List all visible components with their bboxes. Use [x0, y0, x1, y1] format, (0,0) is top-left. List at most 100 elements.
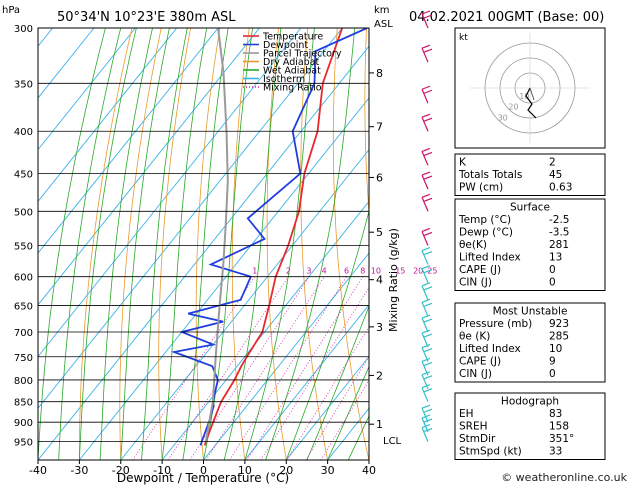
wind-barb-shaft	[421, 302, 429, 317]
wind-barb	[421, 298, 433, 317]
x-tick-label: -40	[29, 464, 47, 477]
wind-barb-flag	[423, 408, 433, 413]
pressure-tick-label: 650	[14, 301, 33, 312]
wind-barb-flag	[423, 175, 433, 180]
wind-barb-flag	[421, 171, 431, 176]
wind-barb	[421, 314, 433, 333]
table-row-label: Totals Totals	[458, 169, 522, 181]
copyright-footer: © weatheronline.co.uk	[501, 471, 627, 484]
isotherm-line	[38, 28, 260, 306]
pressure-tick-label: 700	[14, 328, 33, 339]
table-row-label: Temp (°C)	[458, 214, 511, 226]
pressure-tick-label: 900	[14, 418, 33, 429]
table-row-value: 281	[549, 239, 569, 251]
x-tick-label: -20	[112, 464, 130, 477]
wind-barb-flag	[421, 282, 431, 287]
table-row-value: 158	[549, 421, 569, 433]
wind-barb-shaft	[421, 285, 429, 301]
isotherm-line	[38, 45, 369, 460]
wind-barb	[421, 343, 433, 362]
table-row-value: 0	[549, 264, 556, 276]
hodograph-trace	[525, 87, 537, 119]
legend-entry: Dry Adiabat	[263, 57, 320, 68]
wind-barb-shaft	[421, 89, 429, 104]
wind-barb	[421, 44, 433, 63]
pressure-tick-label: 600	[14, 273, 33, 284]
table-frame	[454, 392, 606, 460]
wind-barb-flag	[421, 10, 431, 15]
wind-barb	[421, 113, 433, 132]
wind-barb	[421, 147, 433, 166]
table-row-value: 45	[549, 169, 562, 181]
table-row-label: SREH	[459, 421, 488, 433]
table-row-label: CIN (J)	[459, 277, 492, 289]
table-row-label: CAPE (J)	[459, 356, 501, 368]
wind-barb-flag	[423, 231, 433, 237]
pressure-tick-label: 300	[14, 24, 33, 35]
chart-location-title: 50°34'N 10°23'E 380m ASL	[57, 10, 236, 25]
wind-barb	[421, 85, 433, 104]
table-row-value: 83	[549, 408, 562, 420]
hodograph-unit: kt	[459, 33, 468, 43]
table-row-value: 0	[549, 277, 556, 289]
wind-barb-flag	[421, 44, 431, 49]
wind-barb-shaft	[421, 47, 429, 63]
legend-entry: Dewpoint	[263, 40, 308, 51]
wind-barb-flag	[423, 333, 433, 338]
wind-barb	[421, 424, 433, 442]
wind-barb	[421, 384, 433, 402]
x-tick-label: 20	[279, 464, 293, 477]
hodograph-ring-label: 10	[519, 92, 529, 101]
isotherm-line	[203, 252, 369, 460]
wind-barb-shaft	[421, 387, 429, 402]
wind-barb-flag	[423, 151, 433, 156]
table-row-value: 13	[549, 252, 562, 264]
x-tick-label: -30	[70, 464, 88, 477]
legend-entry: Mixing Ratio	[263, 83, 322, 94]
isotherm-line	[120, 148, 369, 460]
km-tick-label: 3	[376, 321, 383, 334]
x-axis-title: Dewpoint / Temperature (°C)	[117, 471, 289, 485]
wind-barb-shaft	[421, 197, 429, 212]
skewt-plot: 3003504004505005506006507007508008509009…	[14, 10, 437, 477]
hpa-unit: hPa	[2, 5, 20, 16]
isotherm-line	[38, 28, 219, 254]
mixing-ratio-label: 10	[371, 267, 381, 276]
wind-barb-flag	[423, 14, 433, 19]
table-row-value: 10	[549, 343, 562, 355]
table-row-value: 923	[549, 318, 569, 330]
table-title: Surface	[510, 202, 550, 214]
wind-barb-flag	[423, 361, 433, 366]
wind-barb	[421, 371, 433, 390]
km-tick-label: 7	[376, 121, 383, 134]
table-row-value: 351°	[549, 433, 574, 445]
wind-barb-flag	[421, 147, 431, 152]
table-row-label: StmSpd (kt)	[459, 446, 522, 458]
legend-entry: Parcel Trajectory	[263, 49, 342, 60]
x-tick-label: 40	[362, 464, 376, 477]
mixing-ratio-line	[260, 286, 369, 460]
wind-barb-flag	[421, 227, 431, 233]
pressure-tick-label: 450	[14, 169, 33, 180]
mixing-ratio-label: 6	[344, 267, 349, 276]
table-title: Hodograph	[501, 396, 559, 408]
wind-barb-shaft	[421, 151, 429, 166]
mixing-ratio-label: 3	[306, 267, 311, 276]
isotherm-line	[38, 28, 136, 151]
table-row-value: 285	[549, 331, 569, 343]
table-row-value: -3.5	[549, 227, 570, 239]
isotherm-line	[38, 28, 343, 410]
wind-barb-shaft	[421, 13, 429, 29]
pressure-tick-label: 500	[14, 207, 33, 218]
isotherm-line	[161, 200, 369, 460]
mixing-ratio-label: 20	[413, 267, 423, 276]
pressure-tick-label: 950	[14, 438, 33, 449]
wind-barb-shaft	[421, 347, 429, 362]
wind-barb	[421, 193, 433, 212]
wind-barb-shaft	[421, 407, 429, 423]
table-row-label: CIN (J)	[459, 368, 492, 380]
hodograph-ring-label: 20	[508, 103, 518, 112]
